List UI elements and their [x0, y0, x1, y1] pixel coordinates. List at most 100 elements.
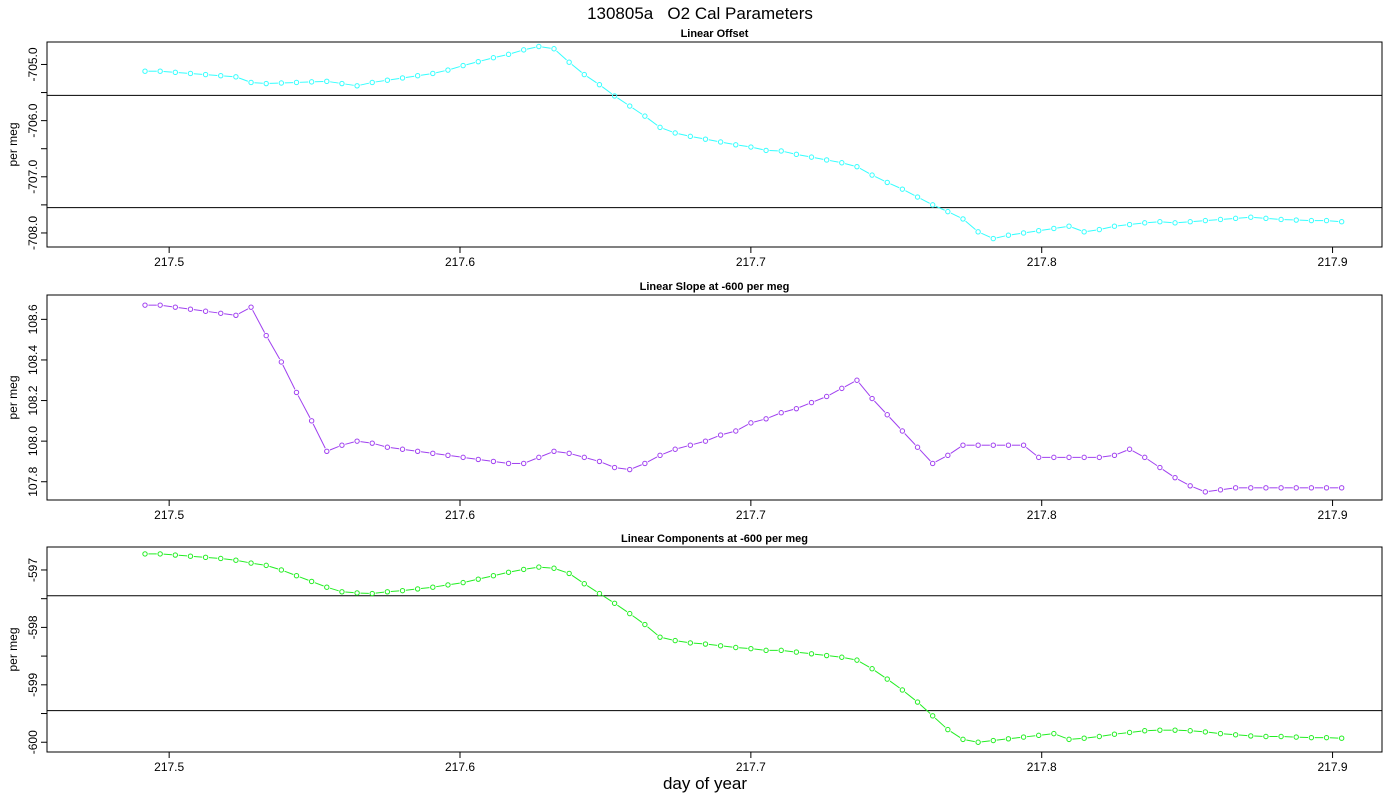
data-point [642, 460, 648, 467]
data-point [1202, 217, 1209, 224]
data-point [733, 142, 739, 148]
panel-title: Linear Offset [681, 28, 749, 40]
data-point [445, 67, 451, 73]
data-point [1126, 729, 1133, 736]
series-line-segment [647, 117, 658, 126]
series-line-segment [799, 154, 809, 158]
data-point [884, 179, 890, 186]
series-line-segment [708, 435, 718, 441]
data-point [505, 460, 512, 467]
data-point [414, 586, 421, 592]
y-axis-label: per meg [6, 122, 20, 166]
data-point [445, 452, 451, 459]
data-point [233, 74, 239, 80]
series-line-segment [542, 46, 551, 49]
data-point [1157, 219, 1163, 225]
series-line-segment [1223, 733, 1233, 736]
series-line-segment [267, 338, 281, 360]
series-line-segment [163, 553, 172, 556]
data-point [945, 726, 951, 733]
data-point [808, 651, 815, 657]
data-point [536, 454, 542, 461]
series-line-segment [436, 453, 445, 456]
series-line-segment [405, 588, 415, 591]
data-point [717, 643, 724, 649]
series-line-segment [1163, 221, 1172, 224]
series-line-segment [1177, 478, 1188, 485]
series-line-segment [586, 76, 597, 84]
x-tick-label: 217.6 [445, 255, 475, 269]
series-line-segment [693, 642, 703, 645]
series-line-segment [829, 655, 839, 658]
series-line-segment [814, 397, 824, 402]
data-point [521, 47, 527, 53]
data-point [1187, 219, 1193, 225]
data-point [308, 79, 315, 85]
data-point [793, 649, 800, 655]
series-line-segment [390, 77, 400, 81]
data-point [1217, 487, 1224, 493]
series-line-segment [1132, 450, 1142, 457]
data-point [1020, 442, 1027, 448]
data-point [536, 564, 542, 570]
data-point [1308, 217, 1315, 224]
data-point [248, 560, 254, 566]
data-point [763, 416, 769, 422]
series-line-segment [754, 419, 763, 423]
series-line-segment [1087, 229, 1097, 232]
data-point [960, 216, 966, 222]
series-line-segment [904, 433, 916, 446]
data-point [990, 737, 996, 744]
x-tick-label: 217.5 [154, 508, 184, 522]
series-line-segment [723, 431, 733, 435]
series-line-segment [238, 77, 249, 82]
data-point [717, 139, 724, 145]
data-point [308, 578, 315, 585]
series-line-segment [1117, 224, 1127, 227]
series-line-segment [572, 453, 582, 457]
data-point [1051, 225, 1057, 232]
x-tick-label: 217.8 [1027, 508, 1057, 522]
data-point [1096, 226, 1103, 233]
linear-components-panel: Linear Components at -600 per meg per meg… [6, 533, 1383, 774]
data-point [1263, 485, 1269, 491]
series-line-segment [663, 128, 673, 133]
series-line-segment [799, 651, 809, 654]
data-point [369, 79, 375, 86]
series-line-segment [799, 403, 809, 408]
data-point [717, 432, 724, 438]
data-point [263, 80, 269, 87]
series-line-segment [330, 81, 339, 84]
data-point [1308, 485, 1315, 491]
data-point [293, 573, 300, 579]
data-point [278, 567, 285, 573]
y-tick-label: -708.0 [26, 216, 40, 250]
series-line-segment [693, 136, 703, 140]
series-line-segment [1042, 733, 1051, 736]
series-line-segment [617, 467, 627, 470]
series-line-segment [890, 183, 900, 189]
series-line-segment [557, 451, 566, 454]
data-point [884, 412, 890, 418]
data-point [551, 46, 557, 52]
y-tick-label: -598 [26, 615, 40, 639]
data-point [823, 157, 830, 163]
data-point [1005, 442, 1012, 448]
data-point [354, 438, 360, 444]
series-line-segment [829, 160, 839, 163]
data-point [1111, 731, 1118, 737]
data-point [490, 55, 497, 61]
y-axis-label: per meg [6, 627, 20, 671]
data-point [914, 444, 921, 450]
data-point [1323, 217, 1330, 224]
data-point [839, 654, 845, 660]
series-line-segment [466, 457, 475, 460]
data-point [505, 569, 512, 575]
data-point [1066, 454, 1072, 461]
data-point [460, 579, 466, 586]
data-point [1020, 230, 1027, 236]
data-point [142, 68, 148, 74]
data-point [672, 446, 678, 452]
data-point [1020, 734, 1027, 740]
data-point [157, 302, 163, 308]
